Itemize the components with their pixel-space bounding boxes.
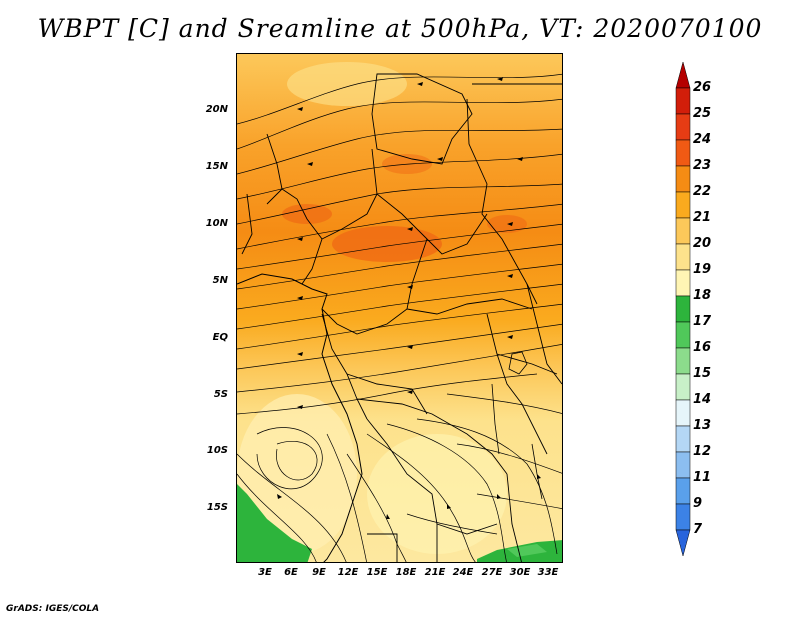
colorbar-label-11: 11: [693, 470, 712, 485]
colorbar-label-20: 20: [693, 236, 712, 251]
lat-label-20N: 20N: [205, 104, 228, 115]
colorbar-label-26: 26: [693, 80, 712, 95]
colorbar-segment: [675, 295, 691, 323]
colorbar-label-15: 15: [693, 366, 712, 381]
colorbar-label-21: 21: [693, 210, 712, 225]
lon-label-21E: 21E: [424, 567, 446, 578]
colorbar-label-14: 14: [693, 392, 712, 407]
lat-label-EQ: EQ: [212, 332, 228, 343]
green-area-southwest: [237, 484, 312, 562]
colorbar-segment: [675, 347, 691, 375]
coastline: [237, 273, 363, 562]
colorbar-segment: [675, 87, 691, 115]
lake-victoria: [508, 351, 528, 375]
lat-label-10S: 10S: [206, 445, 228, 456]
lon-label-6E: 6E: [284, 567, 298, 578]
colorbar-segment: [675, 191, 691, 219]
colorbar-label-19: 19: [693, 262, 712, 277]
lon-label-15E: 15E: [366, 567, 388, 578]
colorbar-segment: [675, 373, 691, 401]
colorbar-segment: [675, 269, 691, 297]
lon-label-33E: 33E: [537, 567, 559, 578]
cool-patch: [287, 62, 407, 106]
colorbar-segment: [675, 217, 691, 245]
streamline-arrows: [277, 77, 541, 519]
colorbar-segment: [675, 61, 691, 89]
colorbar-label-12: 12: [693, 444, 712, 459]
warm-patch: [332, 226, 442, 262]
lat-label-15N: 15N: [205, 161, 228, 172]
colorbar-segments: [675, 61, 691, 557]
colorbar-segment: [675, 451, 691, 479]
colorbar-label-17: 17: [693, 314, 712, 329]
colorbar-segment: [675, 477, 691, 505]
lat-label-15S: 15S: [206, 502, 228, 513]
map-field: [237, 54, 562, 562]
colorbar-label-9: 9: [693, 496, 703, 511]
colorbar-segment: [675, 243, 691, 271]
chart-title: WBPT [C] and Sreamline at 500hPa, VT: 20…: [37, 14, 763, 43]
map-panel: [236, 53, 563, 563]
lat-label-5S: 5S: [213, 389, 228, 400]
lon-label-24E: 24E: [452, 567, 474, 578]
grads-credit: GrADS: IGES/COLA: [6, 604, 100, 614]
colorbar-label-22: 22: [693, 184, 712, 199]
colorbar-segment: [675, 425, 691, 453]
colorbar-label-18: 18: [693, 288, 712, 303]
lat-label-10N: 10N: [205, 218, 228, 229]
colorbar-segment: [675, 503, 691, 531]
colorbar-segment: [675, 529, 691, 557]
lon-label-27E: 27E: [481, 567, 503, 578]
lon-label-9E: 9E: [312, 567, 326, 578]
cool-patch: [367, 434, 507, 554]
lon-label-18E: 18E: [395, 567, 417, 578]
colorbar-label-16: 16: [693, 340, 712, 355]
colorbar-label-13: 13: [693, 418, 712, 433]
lon-label-3E: 3E: [258, 567, 272, 578]
colorbar-label-24: 24: [693, 132, 712, 147]
lon-label-30E: 30E: [509, 567, 531, 578]
warm-patch: [282, 204, 332, 224]
colorbar-segment: [675, 165, 691, 193]
streamlines: [237, 73, 562, 562]
colorbar-segment: [675, 139, 691, 167]
colorbar-segment: [675, 113, 691, 141]
lat-label-5N: 5N: [212, 275, 228, 286]
green-area-southeast-light: [507, 544, 547, 557]
colorbar-label-25: 25: [693, 106, 712, 121]
colorbar-segment: [675, 321, 691, 349]
lon-label-12E: 12E: [337, 567, 359, 578]
colorbar-label-23: 23: [693, 158, 712, 173]
colorbar-label-7: 7: [693, 522, 703, 537]
colorbar-segment: [675, 399, 691, 427]
lake-tanganyika: [491, 383, 500, 455]
